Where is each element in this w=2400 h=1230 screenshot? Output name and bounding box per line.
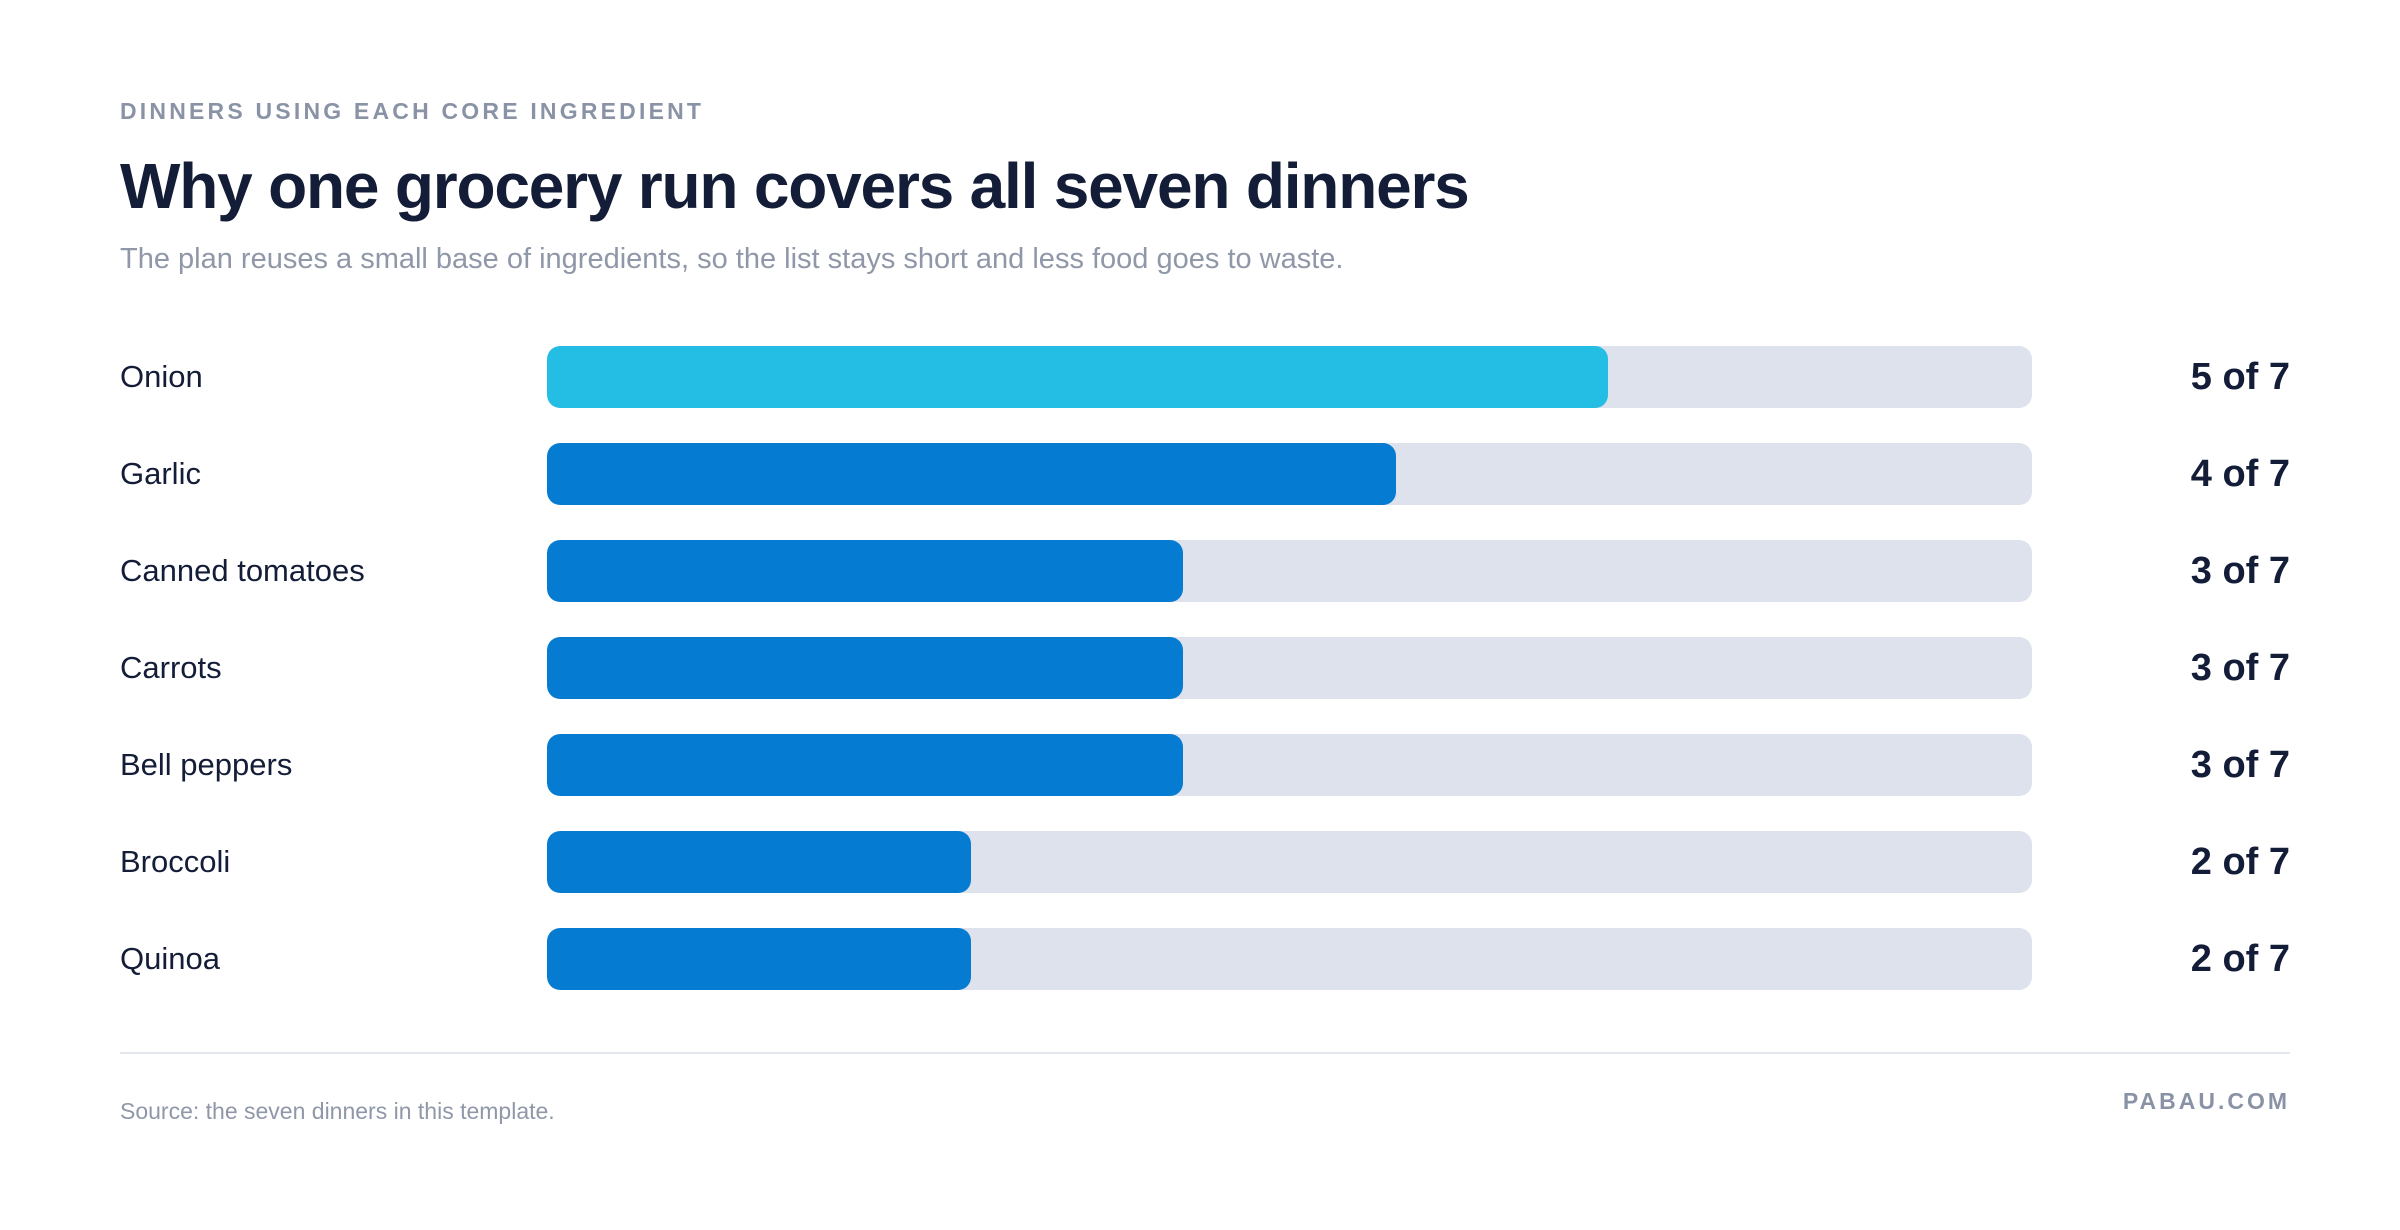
bar-value-label: 3 of 7 (2190, 744, 2290, 786)
brand-mark: PABAU.COM (2122, 1088, 2290, 1114)
bar-category-label: Broccoli (120, 844, 231, 879)
bar-fill (547, 831, 972, 893)
bar-track (547, 734, 2032, 796)
footer-divider (120, 1052, 2290, 1054)
bar-track (547, 637, 2032, 699)
bar-row: Bell peppers 3 of 7 (120, 734, 2290, 796)
bar-fill (547, 540, 1184, 602)
bar-value-label: 3 of 7 (2190, 647, 2290, 689)
bar-category-label: Onion (120, 359, 203, 394)
bar-category-label: Carrots (120, 650, 222, 685)
bar-category-label: Garlic (120, 456, 201, 491)
source-note: Source: the seven dinners in this templa… (120, 1098, 555, 1124)
chart-title: Why one grocery run covers all seven din… (120, 150, 1470, 222)
bar-row: Garlic 4 of 7 (120, 443, 2290, 505)
bar-track (547, 540, 2032, 602)
bar-row: Onion 5 of 7 (120, 346, 2290, 408)
bar-value-label: 3 of 7 (2190, 550, 2290, 592)
bar-row: Quinoa 2 of 7 (120, 928, 2290, 990)
bar-row: Broccoli 2 of 7 (120, 831, 2290, 893)
bar-fill (547, 443, 1396, 505)
bar-fill (547, 346, 1608, 408)
bar-category-label: Canned tomatoes (120, 553, 365, 588)
chart-subtitle: The plan reuses a small base of ingredie… (120, 243, 1344, 275)
bar-track (547, 443, 2032, 505)
bar-track (547, 928, 2032, 990)
bar-fill (547, 928, 972, 990)
chart-eyebrow: DINNERS USING EACH CORE INGREDIENT (120, 98, 705, 124)
bar-value-label: 2 of 7 (2190, 938, 2290, 980)
bar-track (547, 346, 2032, 408)
bar-category-label: Quinoa (120, 941, 220, 976)
bar-track (547, 831, 2032, 893)
bar-row: Carrots 3 of 7 (120, 637, 2290, 699)
bar-category-label: Bell peppers (120, 747, 293, 782)
bar-row: Canned tomatoes 3 of 7 (120, 540, 2290, 602)
bar-fill (547, 637, 1184, 699)
bar-value-label: 5 of 7 (2190, 356, 2290, 398)
chart-card: DINNERS USING EACH CORE INGREDIENT Why o… (120, 0, 2290, 1230)
bar-value-label: 4 of 7 (2190, 453, 2290, 495)
bar-value-label: 2 of 7 (2190, 841, 2290, 883)
bar-fill (547, 734, 1184, 796)
